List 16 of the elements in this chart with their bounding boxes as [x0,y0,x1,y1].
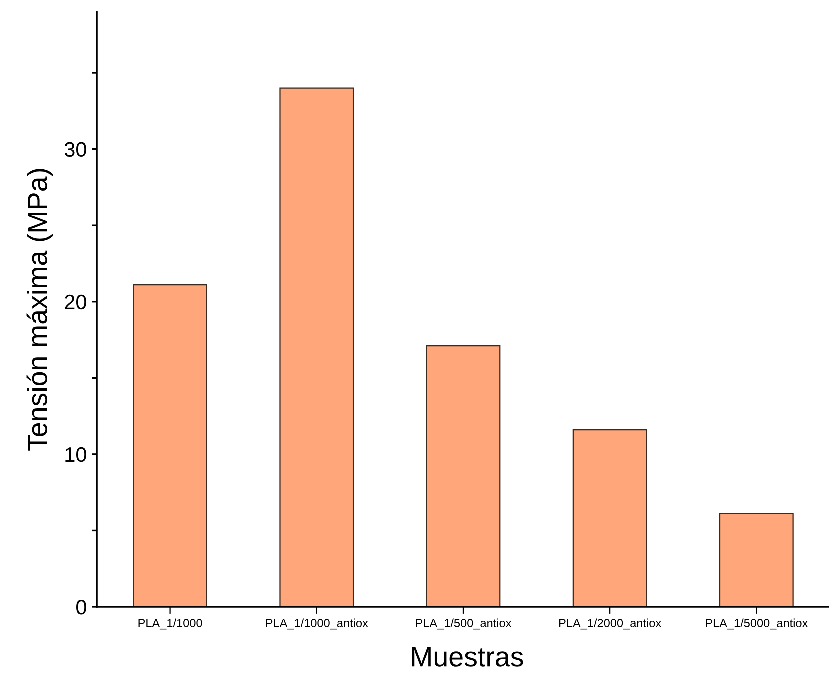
x-tick-label: PLA_1/2000_antiox [560,618,662,630]
bar [426,346,501,607]
bar [280,88,354,607]
x-tick-label: PLA_1/500_antiox [416,618,512,630]
y-tick-label: 0 [76,600,86,615]
bar [133,284,208,607]
x-tick-label: PLA_1/1000_antiox [266,618,368,630]
bar [719,513,794,607]
y-axis-title: Tensión máxima (MPa) [26,169,53,451]
x-tick-label: PLA_1/5000_antiox [706,618,808,630]
y-tick-label: 10 [66,447,86,462]
x-tick-label: PLA_1/1000 [138,618,202,630]
x-axis-title: Muestras [412,647,524,667]
y-tick-label: 20 [65,294,86,310]
bar [572,429,648,607]
y-tick-label: 30 [64,142,86,158]
